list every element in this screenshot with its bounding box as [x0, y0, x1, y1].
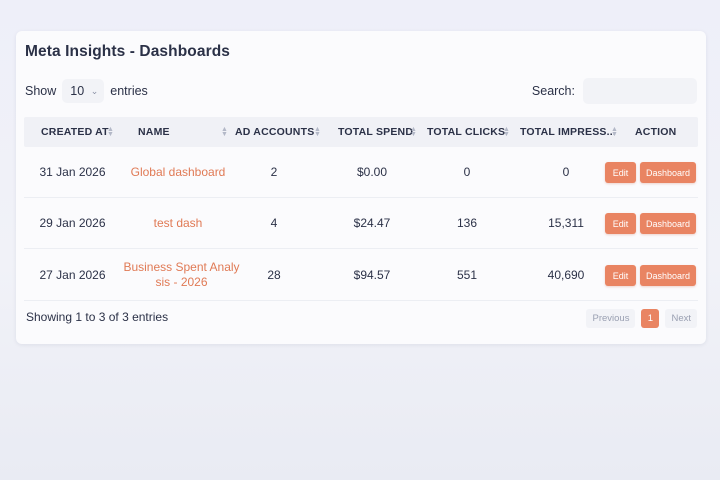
column-header-action: ACTION	[635, 126, 677, 138]
sort-icon[interactable]: ▲ ▼	[221, 126, 228, 138]
cell-created-at: 31 Jan 2026	[39, 165, 106, 179]
chevron-down-icon: ⌄	[90, 85, 99, 96]
entries-select-value: 10	[70, 84, 85, 98]
search-label: Search:	[531, 84, 575, 98]
cell-ad-accounts: 2	[270, 165, 278, 179]
table-info: Showing 1 to 3 of 3 entries	[26, 310, 169, 324]
cell-total-impressions: 40,690	[547, 267, 585, 282]
sort-icon[interactable]: ▲ ▼	[503, 126, 510, 138]
column-header-total-spend[interactable]: TOTAL SPEND	[338, 126, 414, 138]
sort-icon[interactable]: ▲ ▼	[410, 126, 417, 138]
column-header-created-at[interactable]: CREATED AT	[41, 126, 109, 138]
page-title: Meta Insights - Dashboards	[25, 43, 230, 60]
cell-total-spend: $94.57	[353, 267, 391, 282]
length-menu: Show 10 ⌄ entries	[25, 79, 148, 103]
dashboards-card: Meta Insights - Dashboards Show 10 ⌄ ent…	[16, 31, 706, 344]
sort-icon[interactable]: ▲ ▼	[611, 126, 618, 138]
page-1-button[interactable]: 1	[641, 309, 660, 328]
dashboard-name-link[interactable]: Global dashboard	[130, 165, 226, 179]
previous-page-button[interactable]: Previous	[586, 309, 636, 328]
table-row: 29 Jan 2026 test dash 4 $24.47 136 15,31…	[24, 198, 698, 249]
dashboard-button[interactable]: Dashboard	[640, 213, 696, 234]
column-header-name[interactable]: NAME	[138, 126, 170, 138]
search-box: Search:	[532, 78, 697, 104]
cell-created-at: 29 Jan 2026	[39, 216, 106, 230]
entries-select[interactable]: 10 ⌄	[62, 79, 105, 103]
cell-total-clicks: 551	[456, 267, 478, 282]
edit-button[interactable]: Edit	[605, 213, 636, 234]
cell-total-clicks: 0	[463, 165, 471, 179]
sort-icon[interactable]: ▲ ▼	[314, 126, 321, 138]
cell-ad-accounts: 4	[270, 216, 278, 230]
dashboard-name-link[interactable]: test dash	[153, 216, 203, 230]
column-header-total-impressions[interactable]: TOTAL IMPRESS...	[520, 126, 616, 138]
sort-icon[interactable]: ▲ ▼	[107, 126, 114, 138]
cell-ad-accounts: 28	[267, 267, 281, 282]
show-label: Show	[25, 84, 57, 98]
cell-total-spend: $0.00	[356, 165, 388, 179]
column-header-ad-accounts[interactable]: AD ACCOUNTS	[235, 126, 315, 138]
edit-button[interactable]: Edit	[605, 265, 636, 286]
table-row: 27 Jan 2026 Business Spent Analy sis - 2…	[24, 249, 698, 301]
edit-button[interactable]: Edit	[605, 162, 636, 183]
table-header: CREATED AT ▲ ▼ NAME ▲ ▼ AD ACCOUNTS ▲ ▼ TOT…	[24, 117, 698, 147]
dashboard-button[interactable]: Dashboard	[640, 162, 696, 183]
cell-total-impressions: 0	[562, 165, 570, 179]
pagination: Previous 1 Next	[586, 309, 697, 328]
cell-created-at: 27 Jan 2026	[39, 267, 106, 282]
table-row: 31 Jan 2026 Global dashboard 2 $0.00 0 0…	[24, 147, 698, 198]
search-input[interactable]	[583, 78, 697, 104]
next-page-button[interactable]: Next	[665, 309, 697, 328]
entries-label: entries	[110, 84, 148, 98]
dashboard-name-link[interactable]: Business Spent Analy sis - 2026	[123, 259, 240, 289]
cell-total-spend: $24.47	[353, 216, 391, 230]
cell-total-clicks: 136	[456, 216, 478, 230]
column-header-total-clicks[interactable]: TOTAL CLICKS	[427, 126, 506, 138]
dashboard-button[interactable]: Dashboard	[640, 265, 696, 286]
cell-total-impressions: 15,311	[548, 216, 584, 230]
